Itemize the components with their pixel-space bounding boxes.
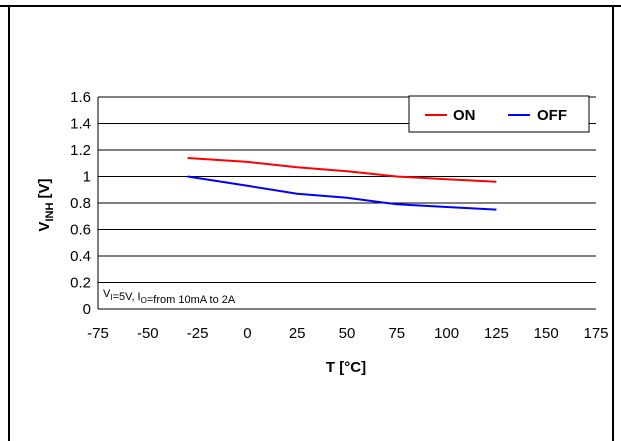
y-tick-label: 0 <box>83 301 91 318</box>
x-tick-label: 125 <box>484 325 509 342</box>
y-tick-label: 1.6 <box>70 89 91 106</box>
y-tick-label: 0.4 <box>70 248 91 265</box>
x-axis-label: T [°C] <box>326 359 366 376</box>
x-tick-labels: -75 -50 -25 0 25 50 75 100 125 150 175 <box>87 325 608 342</box>
frame-right-border <box>612 5 614 441</box>
x-tick-label: 175 <box>583 325 608 342</box>
x-tick-label: 50 <box>339 325 356 342</box>
x-tick-label: 0 <box>243 325 251 342</box>
legend: ON OFF <box>408 95 590 133</box>
x-tick-label: 100 <box>434 325 459 342</box>
y-tick-label: 0.2 <box>70 275 91 292</box>
legend-label-off: OFF <box>537 107 567 124</box>
y-tick-label: 0.8 <box>70 195 91 212</box>
x-tick-label: -75 <box>87 325 109 342</box>
series-lines <box>187 157 497 211</box>
y-tick-label: 1 <box>83 169 91 186</box>
series-line-on <box>187 157 497 183</box>
legend-label-on: ON <box>453 107 476 124</box>
x-tick-label: 75 <box>388 325 405 342</box>
y-tick-label: 1.2 <box>70 142 91 159</box>
x-tick-label: 150 <box>534 325 559 342</box>
series-line-off <box>187 175 497 211</box>
frame-left-border <box>8 5 10 441</box>
y-tick-label: 1.4 <box>70 116 91 133</box>
y-tick-labels: 0 0.2 0.4 0.6 0.8 1 1.2 1.4 1.6 <box>70 89 91 318</box>
x-tick-label: 25 <box>289 325 306 342</box>
x-tick-label: -25 <box>187 325 209 342</box>
y-axis-label: VINH [V] <box>36 178 56 231</box>
test-conditions-annotation: VI=5V, IO=from 10mA to 2A <box>103 288 236 306</box>
y-tick-label: 0.6 <box>70 222 91 239</box>
frame-top-border <box>0 5 621 7</box>
x-tick-label: -50 <box>137 325 159 342</box>
